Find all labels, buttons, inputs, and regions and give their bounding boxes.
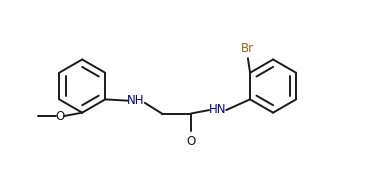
Text: HN: HN — [209, 103, 226, 116]
Text: NH: NH — [127, 94, 145, 107]
Text: O: O — [55, 110, 64, 123]
Text: Br: Br — [241, 42, 254, 55]
Text: O: O — [186, 135, 196, 148]
